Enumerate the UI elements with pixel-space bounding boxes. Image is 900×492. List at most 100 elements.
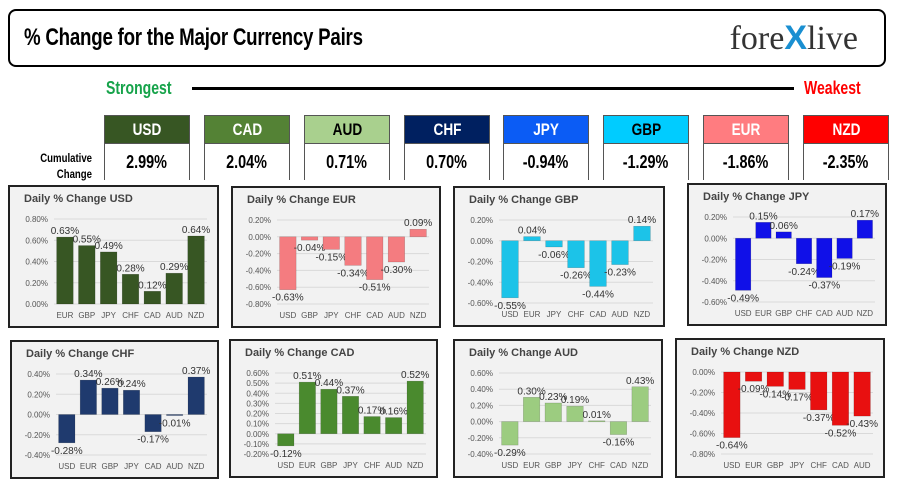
- y-tick-label: -0.20%: [244, 450, 269, 459]
- currency-box-cad: CAD 2.04%: [204, 115, 290, 181]
- bar-usd: [735, 238, 752, 291]
- bar-aud: [166, 414, 184, 416]
- chart-cad: Daily % Change CAD -0.20% -0.10% 0.00% 0.10%…: [229, 339, 438, 478]
- data-label: 0.14%: [628, 215, 656, 226]
- currency-code: EUR: [704, 116, 788, 144]
- x-tick-label: JPY: [324, 311, 339, 320]
- x-tick-label: EUR: [299, 461, 316, 470]
- data-label: -0.55%: [494, 301, 526, 312]
- y-tick-label: 0.20%: [704, 213, 727, 222]
- bar-chf: [121, 274, 140, 305]
- data-label: 0.17%: [851, 209, 879, 220]
- x-tick-label: CHF: [588, 461, 605, 470]
- x-tick-label: EUR: [755, 309, 772, 318]
- bar-chf: [567, 240, 585, 268]
- chart-jpy: Daily % Change JPY -0.60% -0.40% -0.20% 0.00…: [687, 183, 887, 326]
- bar-usd: [58, 414, 76, 444]
- bar-aud: [611, 240, 629, 265]
- data-label: 0.37%: [336, 385, 364, 396]
- chart-nzd: Daily % Change NZD -0.80% -0.60% -0.40% -0.2…: [675, 338, 885, 478]
- y-tick-label: 0.00%: [246, 430, 269, 439]
- bar-aud: [853, 371, 871, 417]
- x-tick-label: CHF: [364, 461, 381, 470]
- data-label: 0.44%: [315, 378, 343, 389]
- bar-gbp: [101, 387, 119, 415]
- bar-gbp: [320, 388, 338, 434]
- x-tick-label: EUR: [745, 461, 762, 470]
- bar-chf: [363, 416, 381, 434]
- y-tick-label: -0.60%: [246, 283, 271, 292]
- x-tick-label: GBP: [101, 462, 118, 471]
- y-tick-label: 0.00%: [692, 368, 715, 377]
- x-tick-label: NZD: [188, 462, 205, 471]
- chart-title: Daily % Change CAD: [245, 347, 355, 359]
- chart-title: Daily % Change GBP: [469, 194, 579, 206]
- cumulative-value: -1.29%: [604, 144, 688, 181]
- bar-cad: [831, 371, 849, 426]
- bar-eur: [523, 397, 541, 422]
- data-label: 0.06%: [770, 221, 798, 232]
- x-tick-label: EUR: [523, 461, 540, 470]
- x-tick-label: USD: [735, 309, 752, 318]
- y-tick-label: 0.30%: [246, 399, 269, 408]
- bar-usd: [723, 371, 741, 438]
- y-tick-label: -0.40%: [25, 451, 50, 460]
- forexlive-logo: foreXlive: [729, 19, 858, 57]
- bar-gbp: [544, 402, 562, 422]
- y-tick-label: -0.20%: [468, 434, 493, 443]
- y-tick-label: 0.40%: [25, 258, 48, 267]
- y-tick-label: -0.10%: [244, 440, 269, 449]
- bar-aud: [385, 417, 403, 435]
- data-label: 0.19%: [561, 395, 589, 406]
- y-tick-label: -0.40%: [690, 409, 715, 418]
- x-tick-label: CAD: [610, 461, 627, 470]
- bar-usd: [501, 240, 519, 299]
- y-tick-label: 0.00%: [470, 418, 493, 427]
- y-tick-label: -0.60%: [690, 430, 715, 439]
- x-tick-label: JPY: [790, 461, 805, 470]
- data-label: -0.37%: [808, 281, 840, 292]
- data-label: 0.17%: [358, 406, 386, 417]
- x-tick-label: CAD: [590, 310, 607, 319]
- bar-chf: [810, 371, 828, 411]
- bar-jpy: [342, 396, 359, 434]
- y-tick-label: -0.20%: [690, 389, 715, 398]
- x-tick-label: CHF: [568, 310, 585, 319]
- x-tick-label: GBP: [767, 461, 784, 470]
- chart-usd: Daily % Change USD 0.00% 0.20% 0.40% 0.60% 0.…: [8, 185, 219, 328]
- bar-eur: [298, 381, 316, 434]
- currency-box-chf: CHF 0.70%: [404, 115, 490, 181]
- cumulative-change-label: Cumulative Change: [40, 151, 92, 181]
- y-tick-label: -0.60%: [702, 298, 727, 307]
- y-tick-label: -0.40%: [246, 266, 271, 275]
- x-tick-label: EUR: [56, 311, 73, 320]
- bar-usd: [279, 236, 297, 290]
- data-label: 0.55%: [73, 235, 101, 246]
- data-label: -0.23%: [604, 268, 636, 279]
- y-tick-label: 0.60%: [25, 236, 48, 245]
- bar-nzd: [187, 235, 205, 305]
- y-tick-label: -0.20%: [246, 250, 271, 259]
- weakest-label: Weakest: [804, 78, 861, 98]
- x-tick-label: JPY: [343, 461, 358, 470]
- chart-title: Daily % Change EUR: [247, 194, 356, 206]
- y-tick-label: -0.20%: [25, 431, 50, 440]
- chart-plot: -0.80% -0.60% -0.40% -0.20% 0.00% 0.20% -0.63%…: [246, 216, 433, 320]
- bar-gbp: [301, 236, 319, 241]
- bar-eur: [56, 236, 74, 305]
- x-tick-label: NZD: [634, 310, 651, 319]
- y-tick-label: -0.40%: [468, 278, 493, 287]
- x-tick-label: AUD: [166, 462, 183, 471]
- x-tick-label: CHF: [345, 311, 362, 320]
- data-label: 0.49%: [94, 241, 122, 252]
- bar-usd: [501, 421, 519, 446]
- cumulative-value: 2.04%: [205, 144, 289, 181]
- currency-box-nzd: NZD -2.35%: [803, 115, 889, 181]
- x-tick-label: JPY: [101, 311, 116, 320]
- bar-nzd: [631, 386, 649, 422]
- data-label: 0.30%: [517, 386, 545, 397]
- chart-title: Daily % Change USD: [24, 193, 133, 205]
- y-tick-label: -0.80%: [246, 300, 271, 309]
- x-tick-label: GBP: [545, 461, 562, 470]
